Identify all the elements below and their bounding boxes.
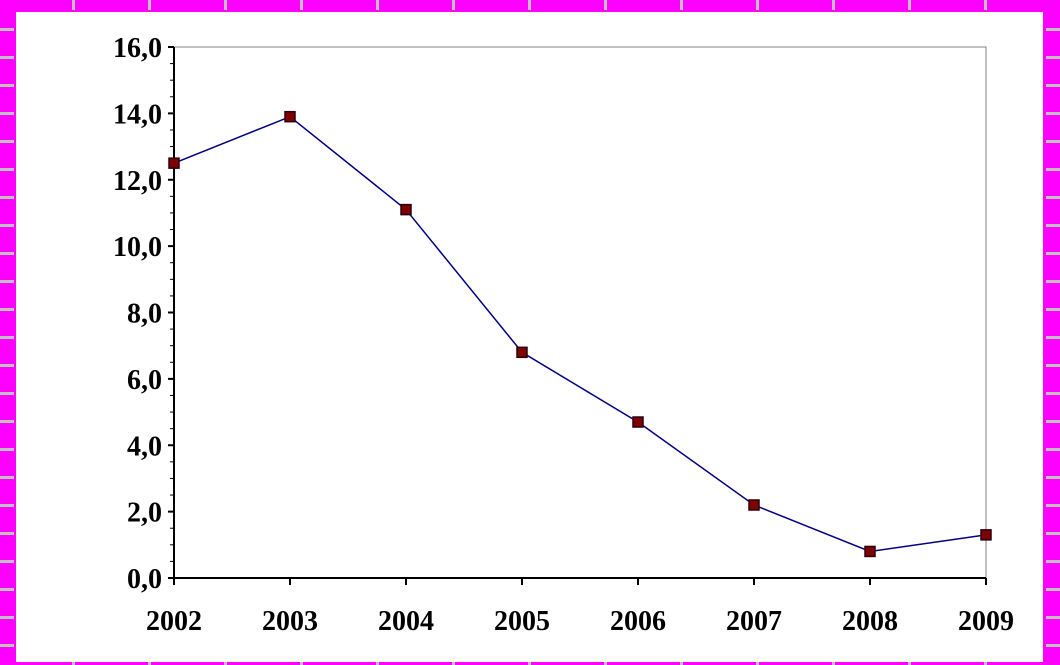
frame-tick (0, 84, 14, 87)
frame-tick (0, 392, 14, 395)
frame-tick (1046, 84, 1060, 87)
series-line (173, 115, 987, 553)
frame-tick (0, 532, 14, 535)
x-tick-label: 2007 (726, 606, 782, 637)
frame-tick (1046, 588, 1060, 591)
y-tick-label: 2,0 (127, 498, 162, 529)
frame-tick (0, 140, 14, 143)
frame-tick (1046, 560, 1060, 563)
frame-tick (0, 28, 14, 31)
x-tick-label: 2009 (958, 606, 1014, 637)
y-tick-label: 0,0 (127, 564, 162, 595)
frame-tick (1046, 56, 1060, 59)
frame-tick (72, 0, 75, 10)
frame-tick (224, 0, 227, 10)
data-point (632, 416, 644, 428)
frame-tick (1046, 476, 1060, 479)
x-tick-label: 2004 (378, 606, 434, 637)
frame-tick (0, 56, 14, 59)
frame-tick (1046, 448, 1060, 451)
data-point (400, 203, 412, 216)
frame-tick (1046, 196, 1060, 199)
frame-tick (1046, 644, 1060, 647)
frame-tick (0, 420, 14, 423)
y-tick-label: 16,0 (113, 33, 162, 64)
x-tick-label: 2006 (610, 606, 666, 637)
frame-tick (452, 0, 455, 10)
frame-tick (0, 616, 14, 619)
frame-tick (0, 364, 14, 367)
frame-tick (1046, 280, 1060, 283)
data-point (168, 157, 180, 169)
data-point (284, 110, 296, 123)
plot-area (173, 46, 987, 579)
frame-tick (1046, 364, 1060, 367)
frame-tick (528, 0, 531, 10)
frame-tick (1046, 112, 1060, 115)
x-tick-label: 2002 (146, 606, 202, 637)
frame-tick (1046, 392, 1060, 395)
y-tick-label: 10,0 (113, 232, 162, 263)
frame-tick (0, 168, 14, 171)
data-point (980, 529, 992, 541)
frame-tick (1046, 252, 1060, 255)
y-tick-label: 8,0 (127, 299, 162, 330)
frame-tick (680, 0, 683, 10)
y-tick-label: 4,0 (127, 431, 162, 462)
line-chart: 0,0 2,0 4,0 6,0 8,0 10,0 12,0 14,0 16,0 2002 2003 2… (113, 33, 1014, 637)
frame-tick (1046, 140, 1060, 143)
frame-tick (0, 588, 14, 591)
frame-tick (300, 0, 303, 10)
frame-tick (908, 0, 911, 10)
frame-tick (604, 0, 607, 10)
frame-tick (0, 280, 14, 283)
frame-tick (1046, 532, 1060, 535)
frame-tick (1046, 224, 1060, 227)
chart-panel: 0,0 2,0 4,0 6,0 8,0 10,0 12,0 14,0 16,0 2002 2003 2… (16, 12, 1043, 662)
frame-tick (1046, 504, 1060, 507)
frame-tick (1046, 308, 1060, 311)
frame-tick (984, 0, 987, 10)
frame-tick (0, 560, 14, 563)
x-tick-label: 2003 (262, 606, 318, 637)
y-tick-label: 6,0 (127, 365, 162, 396)
frame-tick (756, 0, 759, 10)
frame-tick (1046, 616, 1060, 619)
frame-tick (0, 476, 14, 479)
y-tick-label: 12,0 (113, 166, 162, 197)
frame-tick (1046, 168, 1060, 171)
frame-tick (0, 504, 14, 507)
frame-tick (148, 0, 151, 10)
data-point (516, 346, 528, 359)
x-tick-label: 2005 (494, 606, 550, 637)
frame-tick (0, 252, 14, 255)
x-tick-label: 2008 (842, 606, 898, 637)
frame-tick (0, 448, 14, 451)
frame-tick (0, 336, 14, 339)
frame-tick (0, 644, 14, 647)
data-point (864, 545, 876, 558)
y-tick-label: 14,0 (113, 99, 162, 130)
frame-tick (0, 196, 14, 199)
frame-tick (0, 308, 14, 311)
frame-tick (376, 0, 379, 10)
frame-tick (1046, 420, 1060, 423)
frame-tick (1046, 336, 1060, 339)
frame-tick (0, 224, 14, 227)
frame-tick (832, 0, 835, 10)
frame-tick (1046, 28, 1060, 31)
data-point (748, 499, 760, 511)
frame-tick (0, 112, 14, 115)
